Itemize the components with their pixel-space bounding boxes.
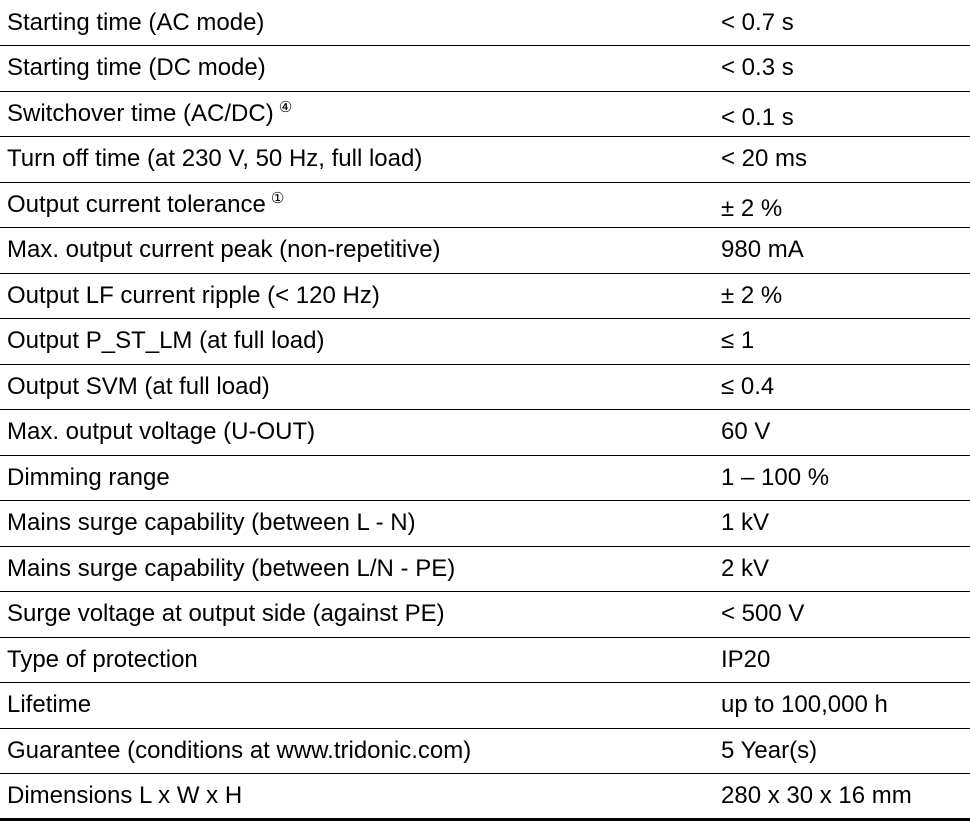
table-row: Mains surge capability (between L - N) 1… [0,500,970,547]
row-value: 2 kV [713,546,970,592]
row-value: 1 – 100 % [713,455,970,501]
row-value: < 500 V [713,591,970,638]
row-value: 280 x 30 x 16 mm [713,773,970,821]
table-row: Lifetime up to 100,000 h [0,682,970,729]
table-row: Output P_ST_LM (at full load) ≤ 1 [0,318,970,365]
table-row: Output current tolerance ① ± 2 % [0,182,970,228]
row-label: Lifetime [0,682,713,729]
table-row: Surge voltage at output side (against PE… [0,591,970,638]
row-label: Surge voltage at output side (against PE… [0,591,713,638]
row-value: < 0.1 s [713,91,970,137]
row-value: < 0.3 s [713,45,970,92]
table-row: Dimming range 1 – 100 % [0,455,970,501]
table-row: Max. output current peak (non-repetitive… [0,227,970,274]
row-value: ≤ 1 [713,318,970,365]
row-label: Dimming range [0,455,713,501]
row-value: up to 100,000 h [713,682,970,729]
row-label: Output LF current ripple (< 120 Hz) [0,273,713,319]
table-row: Max. output voltage (U-OUT) 60 V [0,409,970,456]
row-label: Output current tolerance ① [0,182,713,228]
row-label: Output P_ST_LM (at full load) [0,318,713,365]
table-row: Output LF current ripple (< 120 Hz) ± 2 … [0,273,970,319]
row-value: IP20 [713,637,970,683]
row-label: Switchover time (AC/DC) ④ [0,91,713,137]
row-label: Mains surge capability (between L - N) [0,500,713,547]
row-label: Turn off time (at 230 V, 50 Hz, full loa… [0,136,713,183]
row-value: ± 2 % [713,273,970,319]
table-row: Output SVM (at full load) ≤ 0.4 [0,364,970,410]
footnote-marker: ④ [278,98,293,116]
row-label: Output SVM (at full load) [0,364,713,410]
row-value: < 0.7 s [713,0,970,46]
table-row: Mains surge capability (between L/N - PE… [0,546,970,592]
row-value: < 20 ms [713,136,970,183]
row-value: ≤ 0.4 [713,364,970,410]
row-label: Dimensions L x W x H [0,773,713,821]
footnote-marker: ① [270,189,285,207]
row-value: 5 Year(s) [713,728,970,774]
row-label: Max. output current peak (non-repetitive… [0,227,713,274]
table-row: Starting time (AC mode) < 0.7 s [0,0,970,46]
table-row: Turn off time (at 230 V, 50 Hz, full loa… [0,136,970,183]
row-value: ± 2 % [713,182,970,228]
row-value: 980 mA [713,227,970,274]
row-label: Starting time (AC mode) [0,0,713,46]
table-row: Type of protection IP20 [0,637,970,683]
table-row: Switchover time (AC/DC) ④ < 0.1 s [0,91,970,137]
row-label: Mains surge capability (between L/N - PE… [0,546,713,592]
row-value: 1 kV [713,500,970,547]
table-row: Dimensions L x W x H 280 x 30 x 16 mm [0,773,970,821]
row-label: Type of protection [0,637,713,683]
row-label: Starting time (DC mode) [0,45,713,92]
table-row: Starting time (DC mode) < 0.3 s [0,45,970,92]
row-label: Guarantee (conditions at www.tridonic.co… [0,728,713,774]
row-value: 60 V [713,409,970,456]
row-label: Max. output voltage (U-OUT) [0,409,713,456]
table-row: Guarantee (conditions at www.tridonic.co… [0,728,970,774]
